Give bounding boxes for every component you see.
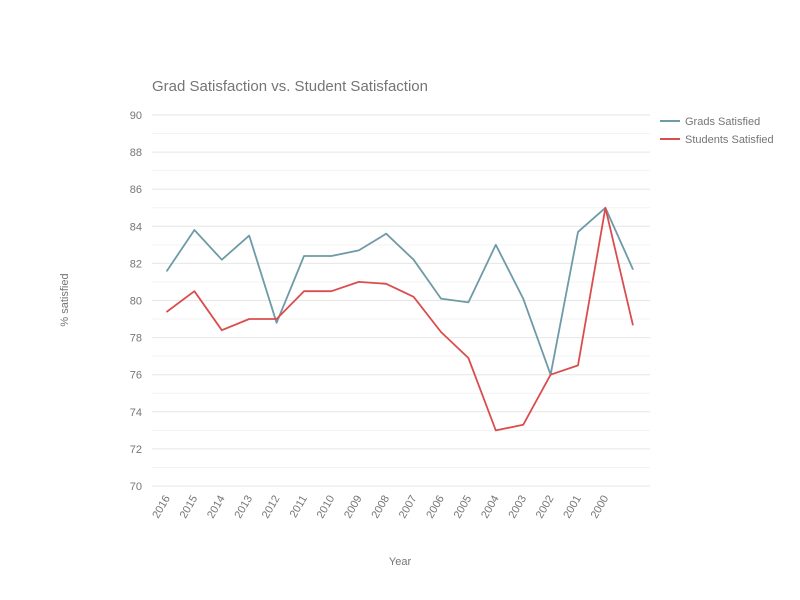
x-axis-ticks: 2016 2015 2014 2013 2012 2011 2010 2009 2008 2007… bbox=[150, 493, 611, 520]
y-tick-label: 72 bbox=[130, 444, 142, 456]
x-tick-label: 2015 bbox=[178, 493, 201, 520]
x-tick-label: 2012 bbox=[260, 493, 283, 520]
legend: Grads Satisfied Students Satisfied bbox=[660, 116, 774, 146]
x-tick-label: 2005 bbox=[452, 493, 475, 520]
series-lines bbox=[166, 206, 634, 432]
series-line-0 bbox=[166, 206, 634, 376]
x-tick-label: 2013 bbox=[232, 493, 255, 520]
chart-title: Grad Satisfaction vs. Student Satisfacti… bbox=[152, 78, 428, 95]
x-tick-label: 2014 bbox=[205, 493, 228, 520]
x-tick-label: 2002 bbox=[534, 493, 557, 520]
y-tick-label: 90 bbox=[130, 110, 142, 122]
y-tick-label: 78 bbox=[130, 333, 142, 345]
x-axis-label: Year bbox=[389, 556, 412, 568]
legend-label: Students Satisfied bbox=[685, 134, 774, 146]
x-tick-label: 2016 bbox=[150, 493, 173, 520]
x-tick-label: 2009 bbox=[342, 493, 365, 520]
x-tick-label: 2001 bbox=[561, 493, 584, 520]
x-tick-label: 2004 bbox=[479, 493, 502, 520]
x-tick-label: 2006 bbox=[424, 493, 447, 520]
y-tick-label: 74 bbox=[130, 407, 142, 419]
y-tick-label: 84 bbox=[130, 221, 142, 233]
y-axis-label: % satisfied bbox=[59, 273, 71, 326]
series-line-1 bbox=[166, 206, 634, 432]
y-tick-label: 70 bbox=[130, 481, 142, 493]
x-tick-label: 2000 bbox=[589, 493, 612, 520]
y-tick-label: 88 bbox=[130, 147, 142, 159]
x-tick-label: 2010 bbox=[315, 493, 338, 520]
y-tick-label: 86 bbox=[130, 184, 142, 196]
x-tick-label: 2003 bbox=[506, 493, 529, 520]
legend-label: Grads Satisfied bbox=[685, 116, 760, 128]
x-tick-label: 2007 bbox=[397, 493, 420, 520]
y-tick-label: 76 bbox=[130, 370, 142, 382]
x-tick-label: 2011 bbox=[288, 493, 310, 519]
y-axis-ticks: 70 72 74 76 78 80 82 84 86 88 90 bbox=[130, 110, 142, 493]
x-tick-label: 2008 bbox=[369, 493, 392, 520]
y-tick-label: 82 bbox=[130, 258, 142, 270]
y-tick-label: 80 bbox=[130, 296, 142, 308]
grid bbox=[152, 114, 650, 487]
